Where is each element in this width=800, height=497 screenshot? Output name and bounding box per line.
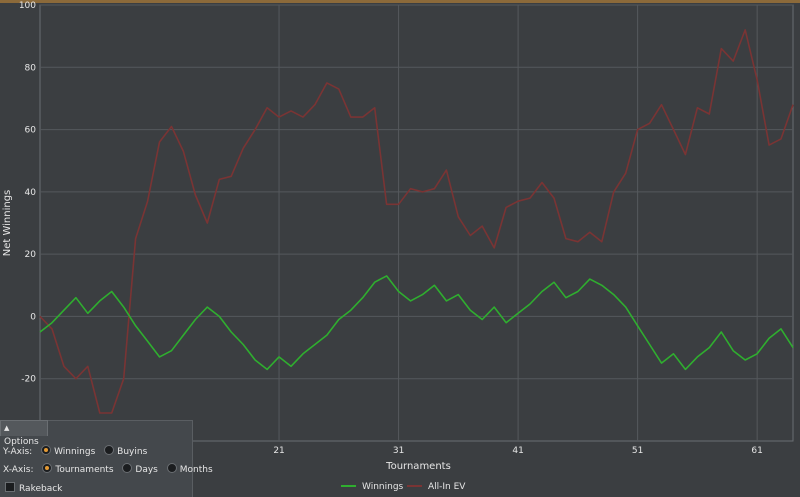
y-axis-title: Net Winnings xyxy=(2,190,13,257)
y-tick-label: 100 xyxy=(19,1,36,11)
x-tick-label: 51 xyxy=(632,446,643,456)
y-axis-option-buyins[interactable]: Buyins xyxy=(102,445,148,457)
radio-unselected-icon[interactable] xyxy=(166,463,177,473)
legend-label: All-In EV xyxy=(428,482,466,492)
radio-selected-icon[interactable] xyxy=(41,445,52,455)
y-axis-option-label: Buyins xyxy=(117,447,148,457)
x-tick-label: 31 xyxy=(393,446,404,456)
y-axis-options-label: Y-Axis: xyxy=(3,447,33,457)
legend[interactable]: Winnings All-In EV xyxy=(341,482,466,492)
y-tick-label: 40 xyxy=(25,188,37,198)
y-tick-label: 20 xyxy=(25,250,37,260)
x-axis-option-tournaments[interactable]: Tournaments xyxy=(40,463,114,475)
y-axis-option-label: Winnings xyxy=(54,447,96,457)
tick-labels: -20 0 20 40 60 80 100 21 31 41 51 61 xyxy=(19,1,763,456)
x-tick-label: 21 xyxy=(273,446,284,456)
y-tick-label: -20 xyxy=(21,375,36,385)
legend-label: Winnings xyxy=(362,482,404,492)
y-tick-label: 80 xyxy=(25,63,37,73)
x-axis-option-months[interactable]: Months xyxy=(165,463,213,475)
series-lines xyxy=(39,29,794,414)
x-axis-option-days[interactable]: Days xyxy=(120,463,158,475)
radio-unselected-icon[interactable] xyxy=(104,445,115,455)
window-top-border xyxy=(0,0,800,3)
rakeback-label: Rakeback xyxy=(19,484,63,494)
x-axis-option-label: Months xyxy=(179,465,213,475)
radio-unselected-icon[interactable] xyxy=(122,463,133,473)
options-toggle-tab[interactable]: ▲ Options xyxy=(0,420,48,447)
grid-lines xyxy=(40,4,793,441)
series-line-winnings xyxy=(39,275,794,371)
plot-area xyxy=(39,4,794,442)
x-axis-options-label: X-Axis: xyxy=(3,465,34,475)
rakeback-checkbox[interactable] xyxy=(5,482,15,492)
options-tab-label: Options xyxy=(4,437,39,447)
x-axis-option-label: Days xyxy=(135,465,158,475)
y-axis-option-winnings[interactable]: Winnings xyxy=(39,445,96,457)
series-line-all-in-ev xyxy=(39,29,794,414)
x-tick-label: 61 xyxy=(751,446,762,456)
x-axis-options-row: X-Axis: Tournaments Days Months xyxy=(3,463,217,477)
radio-selected-icon[interactable] xyxy=(42,463,53,473)
x-axis-option-label: Tournaments xyxy=(55,465,114,475)
y-tick-label: 0 xyxy=(30,312,36,322)
caret-up-icon: ▲ xyxy=(4,424,10,432)
x-axis-title: Tournaments xyxy=(385,461,451,472)
x-tick-label: 41 xyxy=(512,446,523,456)
rakeback-row[interactable]: Rakeback xyxy=(3,482,62,496)
y-tick-label: 60 xyxy=(25,126,37,136)
y-axis-options-row: Y-Axis: Winnings Buyins xyxy=(3,445,151,459)
